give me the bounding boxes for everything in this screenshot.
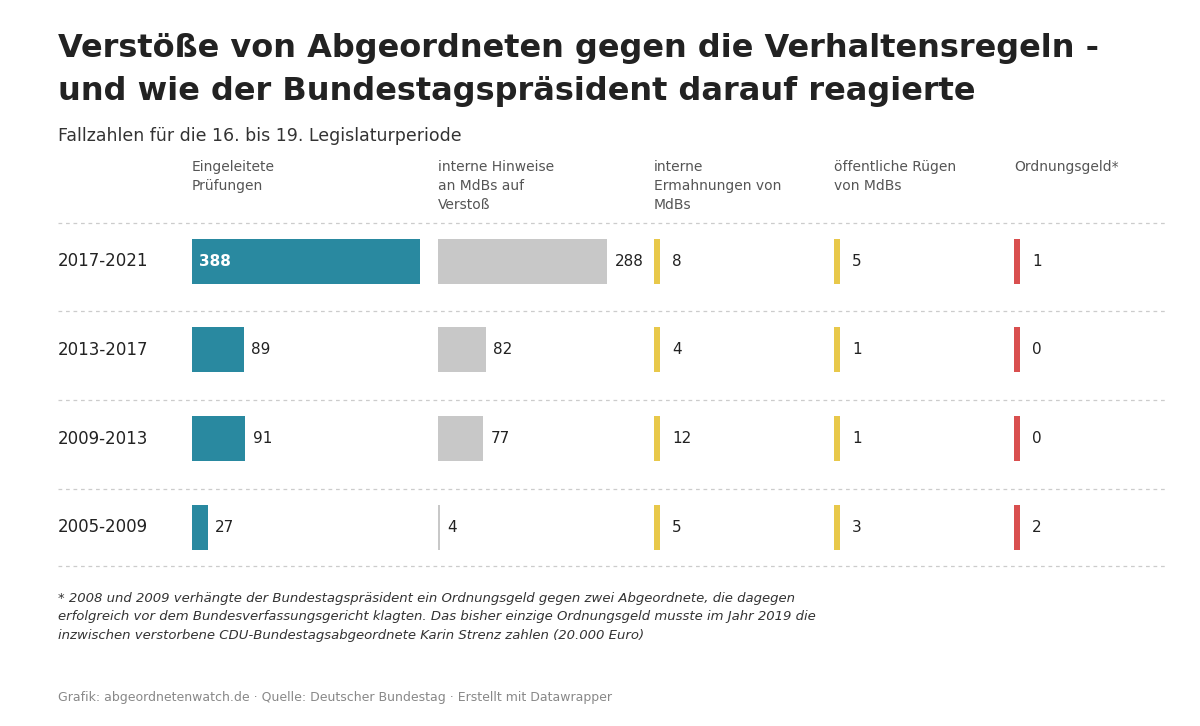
- Bar: [192, 239, 420, 284]
- Bar: [654, 505, 660, 550]
- Bar: [1014, 505, 1020, 550]
- Bar: [834, 239, 840, 284]
- Text: 82: 82: [493, 343, 512, 357]
- Bar: [192, 416, 246, 461]
- Text: 8: 8: [672, 254, 682, 269]
- Bar: [654, 416, 660, 461]
- Bar: [654, 327, 660, 372]
- Text: 2: 2: [1032, 520, 1042, 534]
- Text: 77: 77: [491, 431, 510, 446]
- Text: 5: 5: [852, 254, 862, 269]
- Text: 27: 27: [215, 520, 234, 534]
- Text: 5: 5: [672, 520, 682, 534]
- Text: und wie der Bundestagspräsident darauf reagierte: und wie der Bundestagspräsident darauf r…: [58, 76, 976, 107]
- Text: interne
Ermahnungen von
MdBs: interne Ermahnungen von MdBs: [654, 160, 781, 211]
- Text: 89: 89: [252, 343, 271, 357]
- Bar: [834, 505, 840, 550]
- Text: Grafik: abgeordnetenwatch.de · Quelle: Deutscher Bundestag · Erstellt mit Datawr: Grafik: abgeordnetenwatch.de · Quelle: D…: [58, 691, 612, 704]
- Bar: [1014, 416, 1020, 461]
- Text: 2017-2021: 2017-2021: [58, 253, 148, 270]
- Text: 0: 0: [1032, 343, 1042, 357]
- Text: Eingeleitete
Prüfungen: Eingeleitete Prüfungen: [192, 160, 275, 192]
- Bar: [834, 327, 840, 372]
- Text: 288: 288: [614, 254, 643, 269]
- Text: 2005-2009: 2005-2009: [58, 518, 148, 536]
- Bar: [1014, 239, 1020, 284]
- Bar: [192, 327, 245, 372]
- Text: Verstöße von Abgeordneten gegen die Verhaltensregeln -: Verstöße von Abgeordneten gegen die Verh…: [58, 33, 1099, 64]
- Text: 91: 91: [253, 431, 272, 446]
- Bar: [438, 239, 607, 284]
- Text: öffentliche Rügen
von MdBs: öffentliche Rügen von MdBs: [834, 160, 956, 192]
- Text: 3: 3: [852, 520, 862, 534]
- Bar: [438, 327, 486, 372]
- Bar: [438, 505, 440, 550]
- Text: Ordnungsgeld*: Ordnungsgeld*: [1014, 160, 1118, 174]
- Text: interne Hinweise
an MdBs auf
Verstoß: interne Hinweise an MdBs auf Verstoß: [438, 160, 554, 211]
- Text: 1: 1: [1032, 254, 1042, 269]
- Text: 1: 1: [852, 343, 862, 357]
- Bar: [834, 416, 840, 461]
- Bar: [654, 239, 660, 284]
- Bar: [438, 416, 484, 461]
- Text: 12: 12: [672, 431, 691, 446]
- Text: * 2008 und 2009 verhängte der Bundestagspräsident ein Ordnungsgeld gegen zwei Ab: * 2008 und 2009 verhängte der Bundestags…: [58, 592, 815, 642]
- Text: 2013-2017: 2013-2017: [58, 341, 148, 359]
- Text: 2009-2013: 2009-2013: [58, 430, 148, 447]
- Bar: [1014, 327, 1020, 372]
- Text: 4: 4: [672, 343, 682, 357]
- Bar: [192, 505, 208, 550]
- Text: Fallzahlen für die 16. bis 19. Legislaturperiode: Fallzahlen für die 16. bis 19. Legislatu…: [58, 127, 461, 145]
- Text: 1: 1: [852, 431, 862, 446]
- Text: 4: 4: [448, 520, 457, 534]
- Text: 0: 0: [1032, 431, 1042, 446]
- Text: 388: 388: [199, 254, 232, 269]
